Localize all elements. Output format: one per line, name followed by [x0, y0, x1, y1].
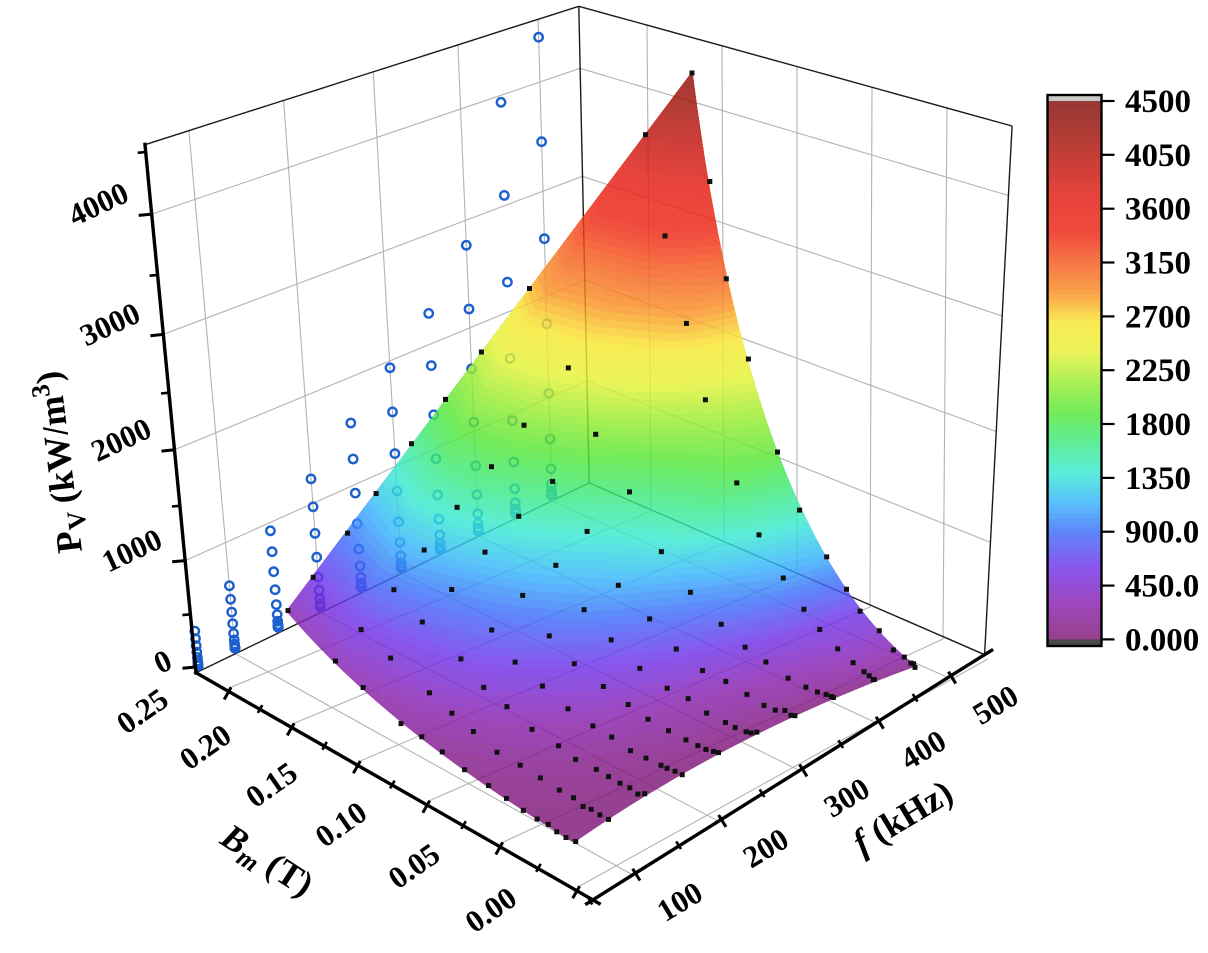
- svg-text:2700: 2700: [1125, 299, 1191, 335]
- svg-text:0.000: 0.000: [1125, 622, 1199, 658]
- svg-text:2250: 2250: [1125, 353, 1191, 389]
- svg-text:1800: 1800: [1125, 407, 1191, 443]
- svg-text:3150: 3150: [1125, 246, 1191, 282]
- svg-text:3600: 3600: [1125, 192, 1191, 228]
- svg-text:900.0: 900.0: [1125, 515, 1199, 551]
- svg-text:1350: 1350: [1125, 461, 1191, 497]
- svg-text:450.0: 450.0: [1125, 569, 1199, 605]
- svg-text:4500: 4500: [1125, 84, 1191, 120]
- svg-text:4050: 4050: [1125, 138, 1191, 174]
